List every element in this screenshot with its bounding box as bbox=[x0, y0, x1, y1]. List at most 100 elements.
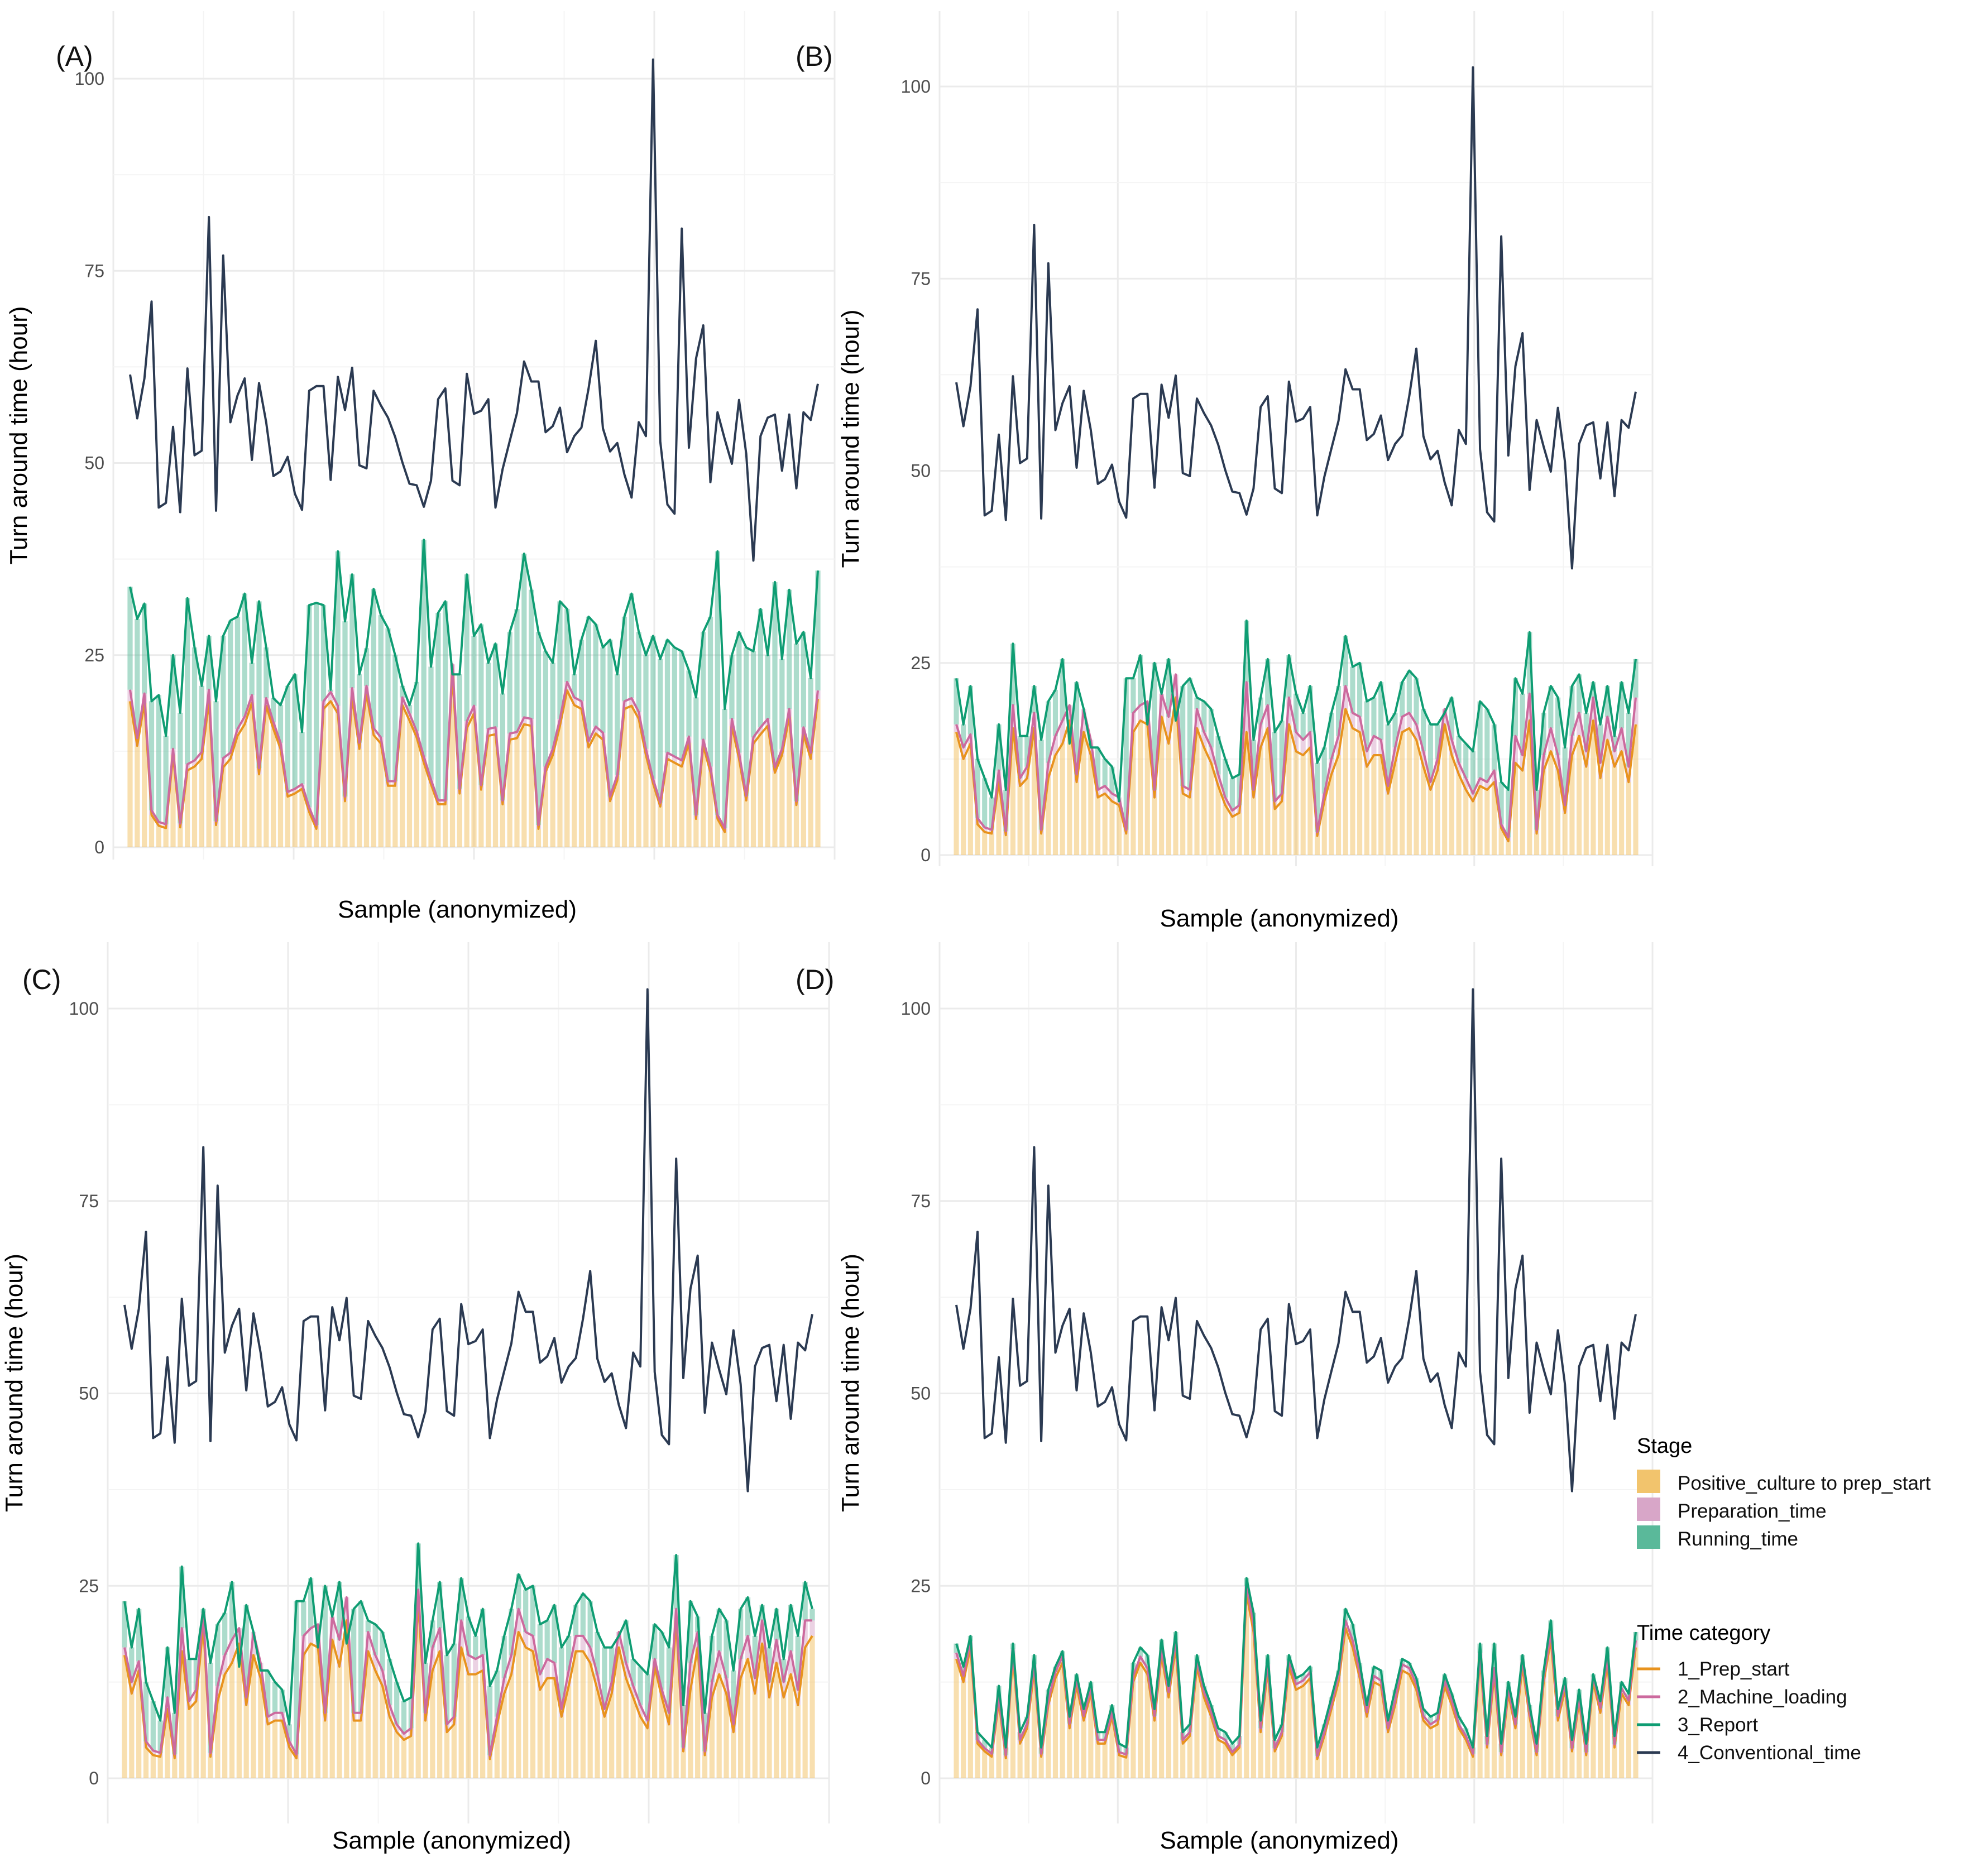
bar-preparation-segment bbox=[1470, 793, 1476, 801]
bar-prep-segment bbox=[1385, 793, 1391, 855]
bar-prep-segment bbox=[566, 1686, 572, 1778]
bar-running-segment bbox=[1350, 666, 1355, 713]
bar-running-segment bbox=[337, 1582, 342, 1640]
bar-running-segment bbox=[1095, 747, 1101, 790]
bar-prep-segment bbox=[365, 1651, 371, 1778]
bar-running-segment bbox=[451, 1643, 457, 1717]
bar-running-segment bbox=[279, 1690, 285, 1713]
bar-running-segment bbox=[1378, 682, 1384, 740]
y-tick-label: 25 bbox=[84, 645, 104, 665]
bar-running-segment bbox=[1435, 724, 1440, 759]
bar-prep-segment bbox=[630, 1697, 636, 1778]
bar-prep-segment bbox=[165, 1708, 170, 1778]
bar-prep-segment bbox=[1144, 1674, 1150, 1778]
bar-prep-segment bbox=[1060, 1663, 1065, 1778]
bar-prep-segment bbox=[380, 1686, 385, 1778]
bar-running-segment bbox=[127, 587, 133, 690]
bar-prep-segment bbox=[759, 1643, 765, 1778]
bar-prep-segment bbox=[1130, 732, 1136, 855]
bar-prep-segment bbox=[1074, 1686, 1080, 1778]
bar-running-segment bbox=[1187, 678, 1192, 790]
bar-running-segment bbox=[1138, 655, 1143, 705]
bar-prep-segment bbox=[693, 819, 699, 847]
bar-prep-segment bbox=[1060, 743, 1065, 855]
bar-prep-segment bbox=[1138, 1663, 1143, 1778]
bar-running-segment bbox=[702, 1712, 708, 1751]
y-tick-label: 100 bbox=[75, 69, 104, 89]
bar-running-segment bbox=[774, 1609, 779, 1640]
bar-prep-segment bbox=[342, 801, 348, 847]
y-tick-label: 50 bbox=[84, 453, 104, 473]
bar-running-segment bbox=[559, 1647, 564, 1709]
bar-prep-segment bbox=[443, 804, 448, 847]
y-tick-label: 0 bbox=[89, 1768, 99, 1788]
bar-running-segment bbox=[1484, 709, 1490, 783]
bar-prep-segment bbox=[1159, 717, 1165, 855]
bar-prep-segment bbox=[1194, 1667, 1200, 1778]
bar-prep-segment bbox=[414, 737, 419, 847]
bar-prep-segment bbox=[989, 1756, 994, 1778]
bar-prep-segment bbox=[458, 1647, 464, 1778]
bar-prep-segment bbox=[172, 1758, 178, 1778]
bar-running-segment bbox=[629, 593, 634, 698]
bar-running-segment bbox=[249, 663, 255, 695]
bar-preparation-segment bbox=[1138, 705, 1143, 721]
legend-stage-label-running: Running_time bbox=[1678, 1528, 1798, 1550]
bar-prep-segment bbox=[1633, 1647, 1639, 1778]
bar-prep-segment bbox=[645, 1728, 650, 1778]
bar-prep-segment bbox=[1152, 1720, 1157, 1778]
bar-prep-segment bbox=[1031, 1670, 1037, 1778]
bar-running-segment bbox=[206, 636, 212, 690]
bar-running-segment bbox=[178, 713, 183, 824]
bar-running-segment bbox=[744, 647, 749, 796]
bar-prep-segment bbox=[659, 1697, 665, 1778]
bar-running-segment bbox=[1583, 713, 1589, 752]
y-tick-label: 50 bbox=[911, 461, 931, 481]
bar-prep-segment bbox=[473, 1674, 478, 1778]
bar-prep-segment bbox=[650, 783, 656, 847]
bar-prep-segment bbox=[509, 1674, 514, 1778]
bar-prep-segment bbox=[1421, 1720, 1426, 1778]
bar-prep-segment bbox=[385, 785, 391, 847]
bar-prep-segment bbox=[1619, 1693, 1625, 1778]
panel-a: 0 25 50 75 100(A) Sample (anonymized) Turn aro… bbox=[5, 11, 836, 923]
bar-prep-segment bbox=[1435, 1724, 1440, 1778]
bar-preparation-segment bbox=[781, 1682, 787, 1698]
bar-preparation-segment bbox=[242, 716, 247, 724]
bar-prep-segment bbox=[1456, 774, 1462, 855]
bar-running-segment bbox=[1357, 663, 1363, 717]
bar-running-segment bbox=[349, 574, 355, 688]
bar-preparation-segment bbox=[1357, 717, 1363, 732]
bar-running-segment bbox=[1300, 1674, 1306, 1681]
bar-running-segment bbox=[365, 1620, 371, 1632]
legend-stage-swatch-preparation bbox=[1637, 1498, 1660, 1521]
bar-preparation-segment bbox=[623, 1663, 629, 1678]
bar-preparation-segment bbox=[1604, 717, 1610, 740]
bar-prep-segment bbox=[996, 1701, 1002, 1778]
bar-running-segment bbox=[301, 1601, 306, 1636]
y-tick-label: 75 bbox=[84, 261, 104, 281]
bar-running-segment bbox=[136, 1609, 142, 1662]
bar-running-segment bbox=[666, 1647, 672, 1713]
bar-preparation-segment bbox=[595, 1674, 600, 1690]
bar-prep-segment bbox=[358, 1720, 364, 1778]
y-tick-label: 100 bbox=[69, 999, 99, 1019]
bar-prep-segment bbox=[1562, 813, 1568, 855]
bar-running-segment bbox=[1598, 724, 1603, 763]
bar-prep-segment bbox=[1300, 1686, 1306, 1778]
bar-prep-segment bbox=[486, 736, 491, 847]
bar-prep-segment bbox=[1293, 751, 1299, 855]
bar-prep-segment bbox=[1258, 747, 1263, 855]
bar-prep-segment bbox=[1138, 721, 1143, 855]
bar-preparation-segment bbox=[1229, 810, 1235, 817]
bar-preparation-segment bbox=[222, 1655, 228, 1674]
bar-prep-segment bbox=[163, 828, 169, 847]
y-tick-label: 25 bbox=[79, 1576, 99, 1596]
legend-stage-swatch-running bbox=[1637, 1525, 1660, 1549]
bar-running-segment bbox=[457, 674, 462, 789]
bar-prep-segment bbox=[279, 1720, 285, 1778]
bar-running-segment bbox=[1307, 686, 1313, 732]
bar-prep-segment bbox=[1314, 836, 1320, 855]
bar-prep-segment bbox=[264, 705, 269, 847]
